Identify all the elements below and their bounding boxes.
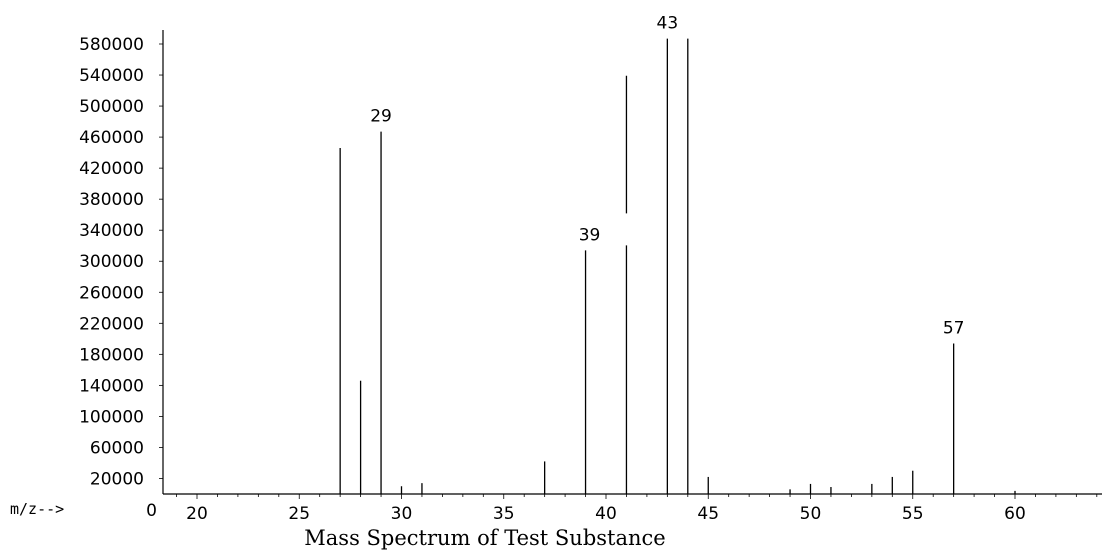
peak-label: 43 [657, 14, 679, 34]
peak-label: 39 [579, 225, 601, 245]
y-tick-label: 300000 [79, 252, 144, 272]
chart-title: Mass Spectrum of Test Substance [304, 526, 665, 550]
y-tick-label: 540000 [79, 66, 144, 86]
x-tick-label: 55 [902, 504, 924, 524]
x-tick-labels: 20253035404550556065707580859095100105 [186, 504, 1026, 524]
y-tick-label: 420000 [79, 159, 144, 179]
y-tick-label: 340000 [79, 221, 144, 241]
y-tick-label: 260000 [79, 283, 144, 303]
y-tick-label: 0 [146, 501, 157, 521]
x-tick-label: 35 [493, 504, 515, 524]
x-tick-label: 20 [186, 504, 208, 524]
x-tick-label: 40 [595, 504, 617, 524]
peak-bars [339, 38, 1016, 494]
y-tick-label: 20000 [90, 469, 144, 489]
peak-label: 29 [370, 107, 392, 127]
y-tick-label: 100000 [79, 407, 144, 427]
x-axis-prefix: m/z--> [10, 500, 64, 518]
y-tick-label: 180000 [79, 345, 144, 365]
y-tick-label: 140000 [79, 376, 144, 396]
peak-label: 57 [943, 318, 965, 338]
y-tick-label: 580000 [79, 35, 144, 55]
x-tick-label: 50 [800, 504, 822, 524]
y-tick-label: 460000 [79, 128, 144, 148]
peak-labels: 2939435772 [370, 14, 965, 339]
x-tick-label: 30 [391, 504, 413, 524]
y-tick-label: 60000 [90, 438, 144, 458]
y-tick-label: 220000 [79, 314, 144, 334]
y-tick-label: 380000 [79, 190, 144, 210]
x-tick-label: 25 [288, 504, 310, 524]
label-gap [624, 213, 629, 246]
x-minor-ticks [176, 494, 1098, 499]
y-tick-label: 500000 [79, 97, 144, 117]
x-tick-label: 45 [697, 504, 719, 524]
x-tick-label: 60 [1004, 504, 1026, 524]
